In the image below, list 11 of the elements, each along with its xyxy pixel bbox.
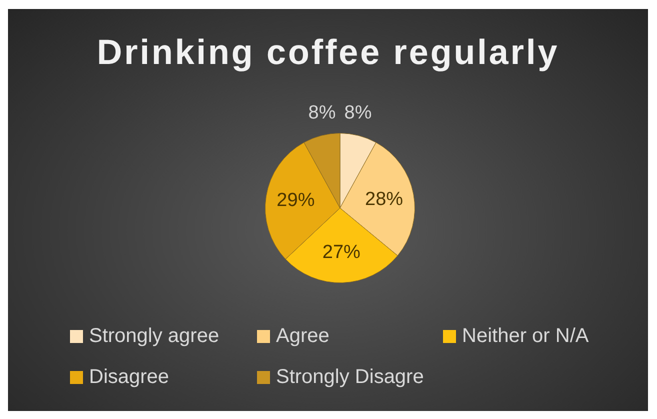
legend-label: Strongly agree — [89, 325, 220, 348]
data-label: 8% — [344, 102, 372, 124]
data-label: 28% — [365, 188, 404, 210]
legend-label: Strongly Disagre — [276, 366, 424, 389]
data-label: 29% — [276, 190, 315, 212]
chart-title: Drinking coffee regularly — [96, 33, 560, 73]
data-label: 27% — [322, 242, 361, 264]
legend-label: Agree — [276, 325, 330, 348]
legend-label: Disagree — [89, 366, 170, 389]
legend-label: Neither or N/A — [462, 325, 589, 348]
data-label: 8% — [308, 102, 336, 124]
